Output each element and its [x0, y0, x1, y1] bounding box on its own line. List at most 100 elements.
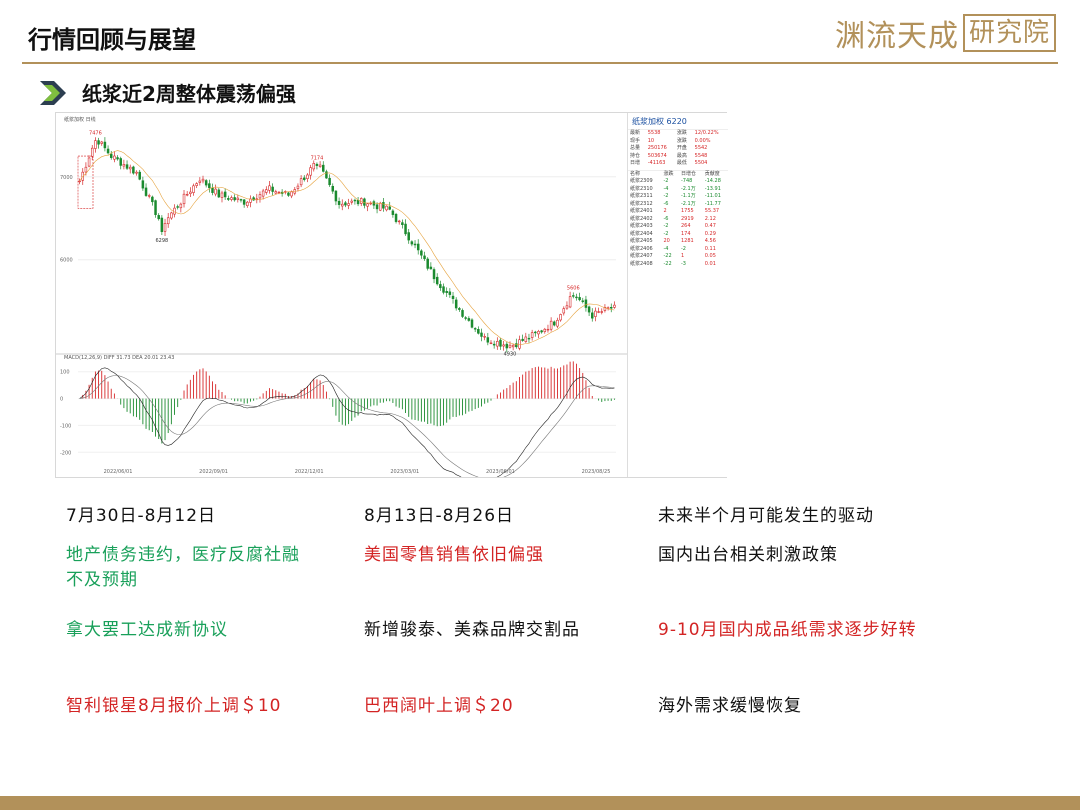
quote-summary-cell: 持仓: [630, 152, 641, 159]
macd-tick-label: -100: [60, 423, 71, 429]
candle-body: [318, 164, 322, 167]
candle-body: [496, 341, 499, 347]
contract-row[interactable]: 纸浆2407 -22 1 0.05: [628, 253, 728, 261]
candle-body: [268, 185, 271, 191]
section-heading: 纸浆近2周整体震荡偏强: [38, 78, 296, 107]
candle-body: [290, 191, 293, 197]
contract-row[interactable]: 纸浆2312 -6 -2.1万 -11.77: [628, 201, 728, 209]
candle-body: [363, 198, 366, 206]
quote-summary-row: 最新 5538 涨跌 12/0.22%: [628, 130, 728, 138]
candle-body: [334, 190, 338, 202]
page-title: 行情回顾与展望: [28, 26, 196, 54]
candle-body: [147, 195, 151, 197]
candle-body: [160, 217, 164, 232]
candle-body: [524, 336, 528, 342]
contract-row[interactable]: 纸浆2405 20 1281 4.56: [628, 238, 728, 246]
contract-row[interactable]: 纸浆2408 -22 -3 0.01: [628, 261, 728, 269]
candle-body: [508, 344, 512, 348]
quote-summary-row: 现手 10 涨跌 0.00%: [628, 138, 728, 146]
quote-summary-cell: 503674: [647, 152, 667, 159]
candle-body: [575, 296, 578, 299]
quote-summary-cell: 12/0.22%: [694, 130, 719, 136]
price-chart: 纸浆加权 日线 7000 6000 7476 7174 6298 5606 4930 MACD(…: [55, 112, 728, 478]
chart-header-label: 纸浆加权 日线: [64, 116, 96, 123]
candle-body: [211, 187, 214, 193]
contract-row[interactable]: 纸浆2406 -4 -2 0.11: [628, 246, 728, 254]
candle-body: [208, 183, 211, 189]
candle-body: [135, 171, 138, 174]
contract-cell: 2: [663, 208, 667, 214]
driver-item: 巴西阔叶上调＄20: [364, 696, 514, 716]
candle-body: [530, 332, 534, 338]
column-header: 8月13日-8月26日: [364, 506, 515, 526]
contract-row[interactable]: 纸浆2401 2 1755 55.37: [628, 208, 728, 216]
quote-summary-cell: 最低: [676, 160, 687, 166]
quote-summary-cell: 涨跌: [676, 130, 687, 136]
contract-cell: -6: [663, 200, 669, 207]
quote-summary-row: 日增 -41163 最低 5504: [628, 160, 728, 168]
contract-cell: -748: [680, 178, 693, 184]
candle-body: [375, 204, 379, 210]
contract-cell: 纸浆2404: [630, 230, 653, 237]
contract-cell: 纸浆2408: [630, 260, 653, 267]
contract-cell: 174: [680, 230, 691, 237]
candle-body: [470, 319, 474, 328]
contract-row[interactable]: 纸浆2403 -2 264 0.47: [628, 223, 728, 231]
candle-body: [378, 202, 382, 211]
quote-summary-table: 最新 5538 涨跌 12/0.22% 现手 10 涨跌 0.00% 总量 250176 开盘 554…: [628, 130, 728, 168]
candle-body: [328, 177, 331, 186]
candle-body: [350, 200, 353, 203]
contract-cell: -2.1万: [680, 200, 696, 207]
contract-cell: 纸浆2311: [630, 193, 653, 199]
driver-item: 海外需求缓慢恢复: [658, 696, 802, 716]
contract-cell: -22: [663, 253, 672, 259]
candle-body: [382, 202, 385, 209]
candle-body: [388, 206, 391, 210]
contract-row[interactable]: 纸浆2311 -2 -1.1万 -11.01: [628, 193, 728, 201]
candle-body: [116, 157, 119, 160]
contract-row[interactable]: 纸浆2402 -6 2919 2.12: [628, 216, 728, 224]
candle-body: [404, 223, 407, 235]
driver-item: 新增骏泰、美森品牌交割品: [364, 620, 580, 640]
header-divider: [22, 62, 1058, 64]
candle-body: [451, 295, 455, 299]
candle-body: [572, 295, 575, 297]
contract-cell: -3: [680, 260, 686, 267]
contract-row[interactable]: 纸浆2310 -4 -2.1万 -13.91: [628, 186, 728, 194]
candle-body: [87, 157, 91, 167]
contract-row[interactable]: 纸浆2309 -2 -748 -14.28: [628, 178, 728, 186]
candle-body: [144, 187, 148, 196]
candle-body: [454, 299, 458, 309]
contract-cell: 55.37: [704, 208, 720, 214]
contract-cell: -4: [663, 185, 669, 192]
candle-body: [277, 191, 281, 194]
candle-body: [565, 305, 569, 309]
quote-summary-cell: 10: [647, 137, 655, 144]
candle-body: [271, 186, 274, 192]
candle-body: [182, 193, 186, 205]
candle-body: [610, 307, 613, 309]
candle-body: [521, 338, 524, 341]
candle-body: [515, 343, 518, 348]
contract-cell: -2.1万: [680, 185, 696, 192]
quote-summary-row: 持仓 503674 最高 5548: [628, 153, 728, 161]
contract-row[interactable]: 纸浆2404 -2 174 0.29: [628, 231, 728, 239]
contract-cell: -2: [663, 230, 669, 237]
candle-body: [597, 311, 600, 313]
brand-logo: 渊流天成 研究院: [835, 12, 1056, 54]
contract-cell: 4.56: [704, 238, 716, 244]
candle-body: [448, 291, 452, 295]
quote-summary-cell: 最新: [630, 130, 641, 136]
candle-body: [109, 153, 113, 158]
contract-cell: 0.29: [704, 230, 716, 237]
candle-body: [306, 174, 309, 179]
candle-body: [372, 201, 376, 206]
contract-cell: -4: [663, 245, 669, 252]
candle-body: [568, 296, 572, 308]
column-header: 7月30日-8月12日: [66, 506, 217, 526]
candle-body: [540, 330, 543, 333]
candle-body: [458, 308, 461, 310]
candle-body: [356, 199, 360, 205]
candle-body: [312, 162, 316, 170]
contract-cell: 0.47: [704, 223, 716, 229]
